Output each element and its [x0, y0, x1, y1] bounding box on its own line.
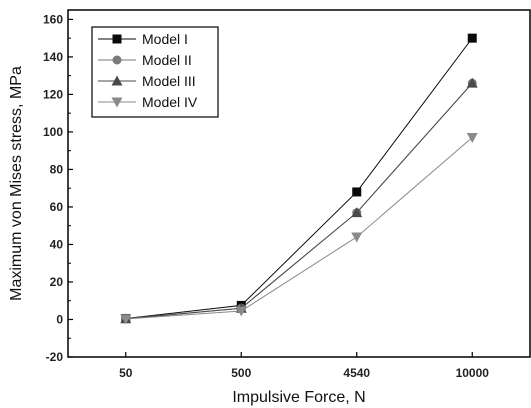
y-tick-label: 20 — [50, 275, 64, 289]
data-point-model-i — [467, 33, 477, 43]
x-tick-label: 4540 — [343, 366, 370, 380]
legend-marker-model-iv — [111, 97, 123, 108]
y-axis-title: Maximum von Mises stress, MPa — [8, 66, 25, 301]
data-point-model-iv — [235, 306, 247, 317]
legend-marker-model-iii — [111, 75, 123, 86]
series-line-model-ii — [125, 82, 473, 320]
data-point-model-iii — [466, 77, 478, 88]
x-axis-ticks: 50 500 4540 10000 — [119, 352, 489, 380]
plot-frame — [67, 9, 531, 358]
series-line-model-iv — [125, 137, 473, 320]
legend-marker-model-ii — [112, 55, 122, 65]
y-tick-label: 80 — [50, 162, 64, 176]
series-line-model-iii — [125, 82, 473, 320]
legend-marker-model-i — [112, 34, 122, 44]
y-tick-label: 40 — [50, 237, 64, 251]
y-tick-label: -20 — [46, 350, 64, 364]
legend-label-model-iv: Model IV — [142, 94, 198, 110]
y-tick-label: 0 — [56, 312, 63, 326]
y-tick-label: 120 — [43, 87, 63, 101]
series-line-model-i — [125, 37, 473, 320]
legend-label-model-iii: Model III — [142, 73, 196, 89]
data-point-model-iv — [351, 232, 363, 243]
x-axis-title: Impulsive Force, N — [232, 389, 365, 406]
legend-label-model-ii: Model II — [142, 52, 192, 68]
series-layer — [120, 33, 478, 325]
x-tick-label: 500 — [231, 366, 251, 380]
series-model-iv — [120, 133, 478, 325]
legend: Model I Model II Model III Model IV — [91, 26, 219, 118]
y-tick-label: 140 — [43, 50, 63, 64]
data-point-model-iv — [466, 133, 478, 144]
y-tick-label: 160 — [43, 12, 63, 26]
data-point-model-iv — [120, 314, 132, 325]
data-point-model-i — [352, 187, 362, 197]
y-tick-label: 100 — [43, 125, 63, 139]
legend-label-model-i: Model I — [142, 31, 188, 47]
x-tick-label: 50 — [119, 366, 133, 380]
y-axis-ticks: -20 0 20 40 60 80 100 120 140 160 — [43, 12, 73, 364]
x-tick-label: 10000 — [456, 366, 490, 380]
y-tick-label: 60 — [50, 200, 64, 214]
data-point-model-iii — [351, 207, 363, 218]
